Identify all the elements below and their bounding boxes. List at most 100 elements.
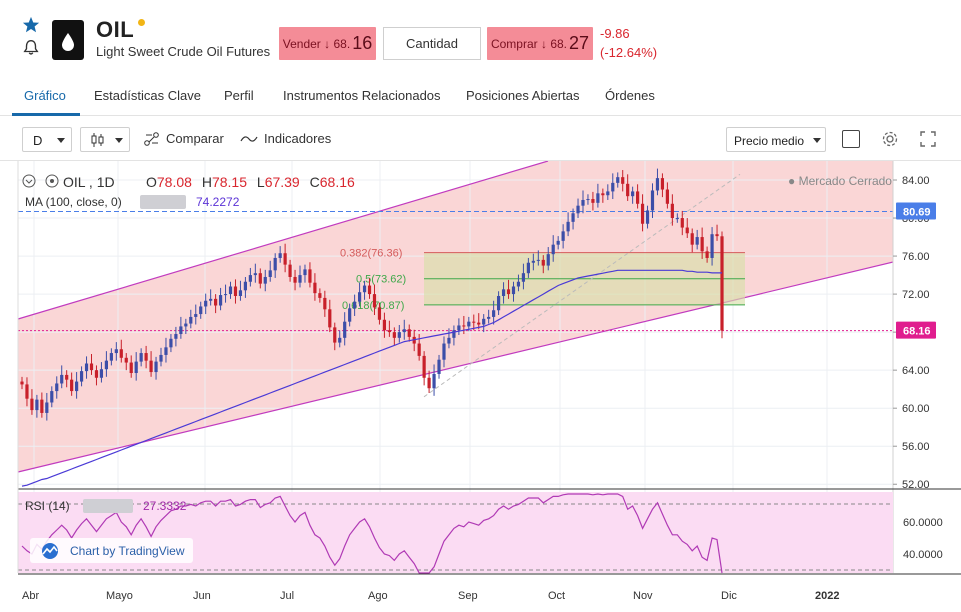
candle-body xyxy=(601,193,605,196)
toolbar-divider xyxy=(0,160,961,161)
candle-body xyxy=(89,363,94,371)
candle-body xyxy=(119,349,123,358)
candle-body xyxy=(184,323,188,327)
candle-body xyxy=(695,237,699,245)
compare-icon[interactable] xyxy=(143,131,161,147)
rsi-indicator-controls[interactable] xyxy=(83,499,133,513)
price-tick-label: 60.00 xyxy=(902,403,930,415)
fullscreen-icon[interactable] xyxy=(920,131,936,147)
snapshot-square-icon[interactable] xyxy=(842,130,860,148)
indicators-icon[interactable] xyxy=(240,133,258,145)
bell-alert-icon[interactable] xyxy=(22,38,40,56)
quantity-field[interactable]: Cantidad xyxy=(383,27,481,60)
market-status-dot xyxy=(138,19,145,26)
trend-channel-fill xyxy=(18,161,893,472)
candle-body xyxy=(194,314,198,317)
sell-button[interactable]: Vender ↓ 68. 16 xyxy=(279,27,376,60)
tab-posiciones-abiertas[interactable]: Posiciones Abiertas xyxy=(466,88,580,103)
ma-value: 74.2272 xyxy=(196,195,240,209)
candle-body xyxy=(303,269,307,276)
candle-body xyxy=(541,259,545,266)
candle-body xyxy=(199,306,203,315)
time-axis-label: Dic xyxy=(721,590,737,602)
candle-body xyxy=(387,330,391,333)
candlestick-icon xyxy=(91,133,104,147)
instrument-name: Light Sweet Crude Oil Futures xyxy=(96,44,271,59)
candle-body xyxy=(79,371,84,382)
time-axis-label: Jul xyxy=(280,590,294,602)
candle-body xyxy=(70,379,74,392)
candle-body xyxy=(432,373,436,389)
price-change: -9.86 (-12.64%) xyxy=(600,24,657,62)
indicators-button[interactable]: Indicadores xyxy=(264,131,332,146)
ohlc-high: 78.15 xyxy=(211,174,247,190)
candle-body xyxy=(665,189,669,204)
settings-gear-icon[interactable] xyxy=(881,130,899,148)
candle-body xyxy=(521,273,526,282)
candle-body xyxy=(566,221,570,232)
candle-body xyxy=(650,190,655,211)
candle-body xyxy=(606,191,610,196)
buy-button[interactable]: Comprar ↓ 68. 27 xyxy=(487,27,593,60)
candle-body xyxy=(139,353,143,362)
candle-body xyxy=(496,296,501,311)
collapse-legend-icon[interactable] xyxy=(22,174,36,188)
candle-body xyxy=(45,402,49,413)
candle-body xyxy=(214,298,218,306)
candle-body xyxy=(402,329,406,333)
price-chart[interactable]: 0.382(76.36)0.5(73.62)0.618(70.87) 84.00… xyxy=(0,161,961,612)
candle-body xyxy=(233,286,238,297)
candle-body xyxy=(109,353,113,361)
instrument-symbol: OIL xyxy=(96,17,135,42)
tab-ordenes[interactable]: Órdenes xyxy=(605,88,655,103)
ma-line xyxy=(21,269,722,487)
candle-body xyxy=(427,377,431,389)
time-axis-label: Jun xyxy=(193,590,211,602)
ohlc-close: 68.16 xyxy=(319,174,355,190)
time-axis-label: Abr xyxy=(22,590,39,602)
tab-instrumentos-relacionados[interactable]: Instrumentos Relacionados xyxy=(283,88,441,103)
candle-body xyxy=(501,289,506,297)
candle-body xyxy=(700,237,704,252)
candle-body xyxy=(179,326,183,335)
candle-body xyxy=(278,253,282,258)
candle-body xyxy=(134,361,138,374)
candle-body xyxy=(218,295,223,306)
candle-body xyxy=(25,384,29,399)
tab-perfil[interactable]: Perfil xyxy=(224,88,254,103)
ohlc-low: 67.39 xyxy=(264,174,300,190)
sell-arrow: ↓ xyxy=(324,36,331,51)
candle-body xyxy=(467,321,471,327)
candle-body xyxy=(571,213,575,222)
candle-body xyxy=(268,270,272,277)
tab-bar: Gráfico Estadísticas Clave Perfil Instru… xyxy=(0,80,961,116)
tab-grafico[interactable]: Gráfico xyxy=(24,88,66,103)
tradingview-badge[interactable]: Chart by TradingView xyxy=(30,538,193,563)
candle-body xyxy=(710,234,714,258)
interval-select[interactable]: D xyxy=(22,127,72,152)
chart-style-select[interactable] xyxy=(80,127,130,152)
sell-label: Vender xyxy=(282,36,321,51)
rsi-tick-label: 60.0000 xyxy=(903,517,943,529)
candle-body xyxy=(209,298,213,301)
favorite-star-icon[interactable] xyxy=(22,16,40,34)
compare-button[interactable]: Comparar xyxy=(166,131,224,146)
price-tick-label: 84.00 xyxy=(902,175,930,187)
active-tab-indicator xyxy=(12,113,80,116)
candle-body xyxy=(159,354,163,362)
candle-body xyxy=(149,360,153,373)
candle-body xyxy=(397,332,401,338)
tab-estadisticas-clave[interactable]: Estadísticas Clave xyxy=(94,88,201,103)
candle-body xyxy=(353,301,357,309)
price-type-select[interactable]: Precio medio xyxy=(726,127,826,152)
candle-body xyxy=(705,251,709,258)
buy-arrow: ↓ xyxy=(540,36,547,51)
candle-body xyxy=(258,273,262,284)
ma-indicator-controls[interactable] xyxy=(140,195,186,209)
channel-lower-line xyxy=(17,261,894,473)
candle-body xyxy=(75,381,79,392)
candle-body xyxy=(616,177,620,183)
price-tick-label: 56.00 xyxy=(902,441,930,453)
candle-body xyxy=(382,319,387,331)
candle-body xyxy=(506,289,511,295)
